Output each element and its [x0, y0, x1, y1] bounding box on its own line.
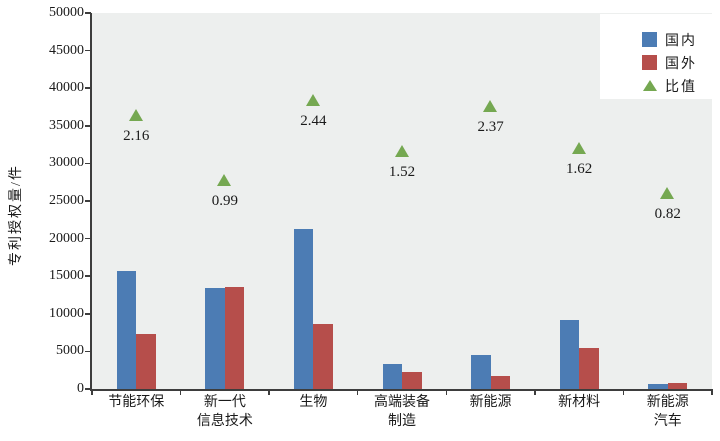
x-category-label-line: 汽车	[653, 414, 682, 429]
x-category-label: 新一代 信息技术	[165, 393, 285, 431]
y-axis-tick	[85, 87, 91, 89]
legend-label: 国外	[665, 56, 697, 72]
ratio-value-label: 2.44	[300, 113, 327, 130]
bar-domestic	[293, 228, 314, 389]
x-category-label-line: 新能源	[469, 395, 512, 410]
x-category-label: 新能源	[431, 393, 551, 412]
y-axis-tick	[85, 162, 91, 165]
y-tick-label: 35000	[49, 117, 84, 133]
ratio-value-label: 1.62	[566, 161, 593, 178]
ratio-marker-icon	[305, 94, 320, 107]
y-tick-label: 10000	[49, 305, 84, 321]
bar-foreign	[490, 376, 511, 389]
legend-label: 国内	[665, 33, 697, 49]
x-category-label: 节能环保	[76, 393, 196, 412]
x-category-label-line: 制造	[388, 414, 416, 429]
bar-foreign	[579, 347, 599, 389]
bar-domestic	[471, 355, 491, 389]
x-axis-tick	[622, 389, 625, 395]
y-tick-label: 45000	[49, 42, 84, 58]
x-category-label-line: 新一代	[203, 395, 246, 410]
ratio-value-label: 2.37	[477, 118, 504, 135]
x-category-label-line: 生物	[299, 395, 328, 410]
bar-foreign	[667, 383, 688, 389]
y-tick-label: 25000	[49, 193, 84, 208]
x-axis-tick	[445, 389, 448, 395]
bar-domestic	[382, 364, 402, 389]
bar-domestic	[205, 288, 225, 389]
y-tick-label: 0	[77, 381, 84, 396]
legend-swatch-icon	[642, 32, 657, 47]
x-axis-tick	[179, 389, 182, 395]
y-axis-tick	[85, 388, 91, 390]
ratio-value-label: 2.16	[123, 128, 150, 145]
legend-triangle-icon	[642, 78, 657, 93]
legend-label: 比值	[665, 79, 697, 95]
x-category-label: 新能源 汽车	[608, 393, 720, 431]
ratio-marker-icon	[483, 99, 498, 112]
triangle-glyph	[642, 80, 657, 91]
y-axis-tick	[85, 49, 91, 52]
x-axis-tick	[711, 389, 713, 395]
bar-foreign	[136, 334, 156, 389]
y-tick-label: 15000	[49, 268, 84, 284]
y-axis-line	[90, 13, 92, 391]
y-axis-tick	[85, 350, 91, 353]
x-category-label-line: 新能源	[646, 395, 689, 410]
ratio-value-label: 0.99	[211, 192, 238, 209]
x-axis-tick	[534, 389, 536, 395]
x-axis-tick	[91, 389, 93, 395]
y-axis-tick	[85, 275, 91, 277]
x-axis-line	[90, 389, 712, 391]
x-axis-tick	[356, 389, 359, 395]
y-axis-tick	[85, 200, 91, 202]
y-tick-label: 5000	[56, 343, 84, 359]
x-category-label-line: 节能环保	[108, 395, 165, 410]
x-category-label: 高端装备 制造	[342, 393, 462, 431]
x-axis-tick	[268, 389, 270, 395]
ratio-marker-icon	[660, 186, 675, 199]
ratio-marker-icon	[394, 144, 409, 157]
ratio-marker-icon	[128, 109, 143, 122]
y-tick-label: 30000	[49, 155, 84, 171]
legend-item-domestic: 国内	[600, 28, 716, 51]
bar-domestic	[559, 319, 580, 389]
y-axis-tick	[85, 237, 91, 240]
x-category-label: 新材料	[519, 393, 639, 412]
y-axis-tick	[85, 12, 91, 14]
x-category-label-line: 信息技术	[196, 414, 253, 429]
y-axis-tick	[85, 313, 91, 315]
y-tick-label: 20000	[49, 230, 84, 246]
legend-item-ratio: 比值	[600, 74, 716, 97]
y-axis-tick	[85, 125, 91, 127]
ratio-marker-icon	[571, 142, 586, 155]
x-category-label-line: 新材料	[558, 395, 601, 410]
bar-foreign	[224, 286, 245, 389]
legend: 国内 国外 比值	[600, 14, 716, 99]
x-category-label: 生物	[253, 393, 373, 412]
ratio-marker-icon	[217, 173, 232, 186]
ratio-value-label: 0.82	[654, 205, 681, 222]
legend-item-foreign: 国外	[600, 51, 716, 74]
bar-foreign	[313, 323, 333, 389]
y-tick-label: 40000	[49, 80, 84, 96]
x-category-label-line: 高端装备	[374, 395, 430, 410]
bar-domestic	[648, 384, 668, 389]
legend-swatch-icon	[642, 55, 657, 70]
bar-domestic	[116, 270, 137, 389]
bar-foreign	[402, 372, 422, 389]
ratio-value-label: 1.52	[388, 163, 416, 180]
y-tick-label: 50000	[49, 5, 84, 20]
